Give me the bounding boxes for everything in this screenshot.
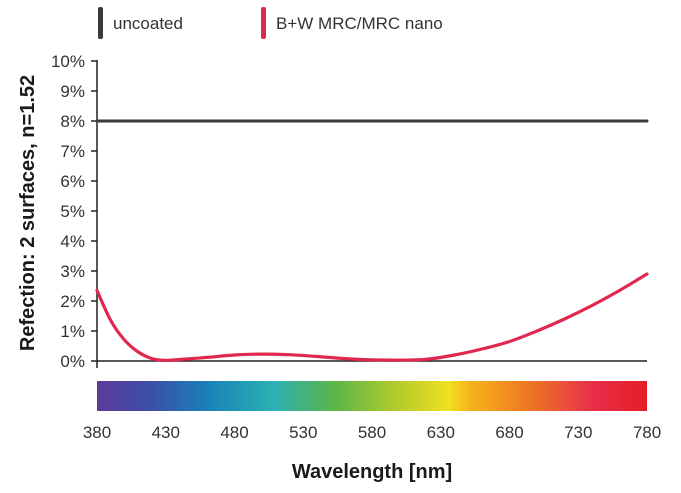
spectrum-bar — [97, 381, 647, 411]
y-tick-group: 0% 1% 2% 3% 4% 5% 6% 7% 8% 9% 10% — [51, 52, 97, 371]
y-tick-label: 6% — [60, 172, 85, 191]
y-tick-label: 10% — [51, 52, 85, 71]
y-tick-label: 4% — [60, 232, 85, 251]
x-tick-label: 630 — [427, 423, 455, 442]
legend-label-uncoated: uncoated — [113, 14, 183, 33]
series-group — [95, 119, 649, 363]
legend-swatch-mrc — [261, 7, 266, 39]
y-tick-label: 7% — [60, 142, 85, 161]
y-tick-label: 3% — [60, 262, 85, 281]
x-tick-label: 480 — [220, 423, 248, 442]
y-tick-label: 5% — [60, 202, 85, 221]
x-tick-label: 530 — [289, 423, 317, 442]
x-tick-label: 380 — [83, 423, 111, 442]
x-tick-label: 580 — [358, 423, 386, 442]
legend-swatch-uncoated — [98, 7, 103, 39]
y-tick-label: 0% — [60, 352, 85, 371]
y-axis-title: Refection: 2 surfaces, n=1.52 — [17, 75, 39, 351]
y-tick-label: 1% — [60, 322, 85, 341]
x-tick-label: 430 — [152, 423, 180, 442]
x-axis-title: Wavelength [nm] — [292, 461, 452, 483]
legend-label-mrc: B+W MRC/MRC nano — [276, 14, 443, 33]
x-tick-label: 780 — [633, 423, 661, 442]
x-tick-group: 380 430 480 530 580 630 680 730 780 — [83, 423, 661, 442]
y-tick-label: 9% — [60, 82, 85, 101]
x-tick-label: 680 — [495, 423, 523, 442]
x-tick-label: 730 — [564, 423, 592, 442]
legend: uncoated B+W MRC/MRC nano — [98, 7, 443, 39]
y-tick-label: 2% — [60, 292, 85, 311]
y-tick-label: 8% — [60, 112, 85, 131]
series-line-mrc — [95, 272, 649, 363]
